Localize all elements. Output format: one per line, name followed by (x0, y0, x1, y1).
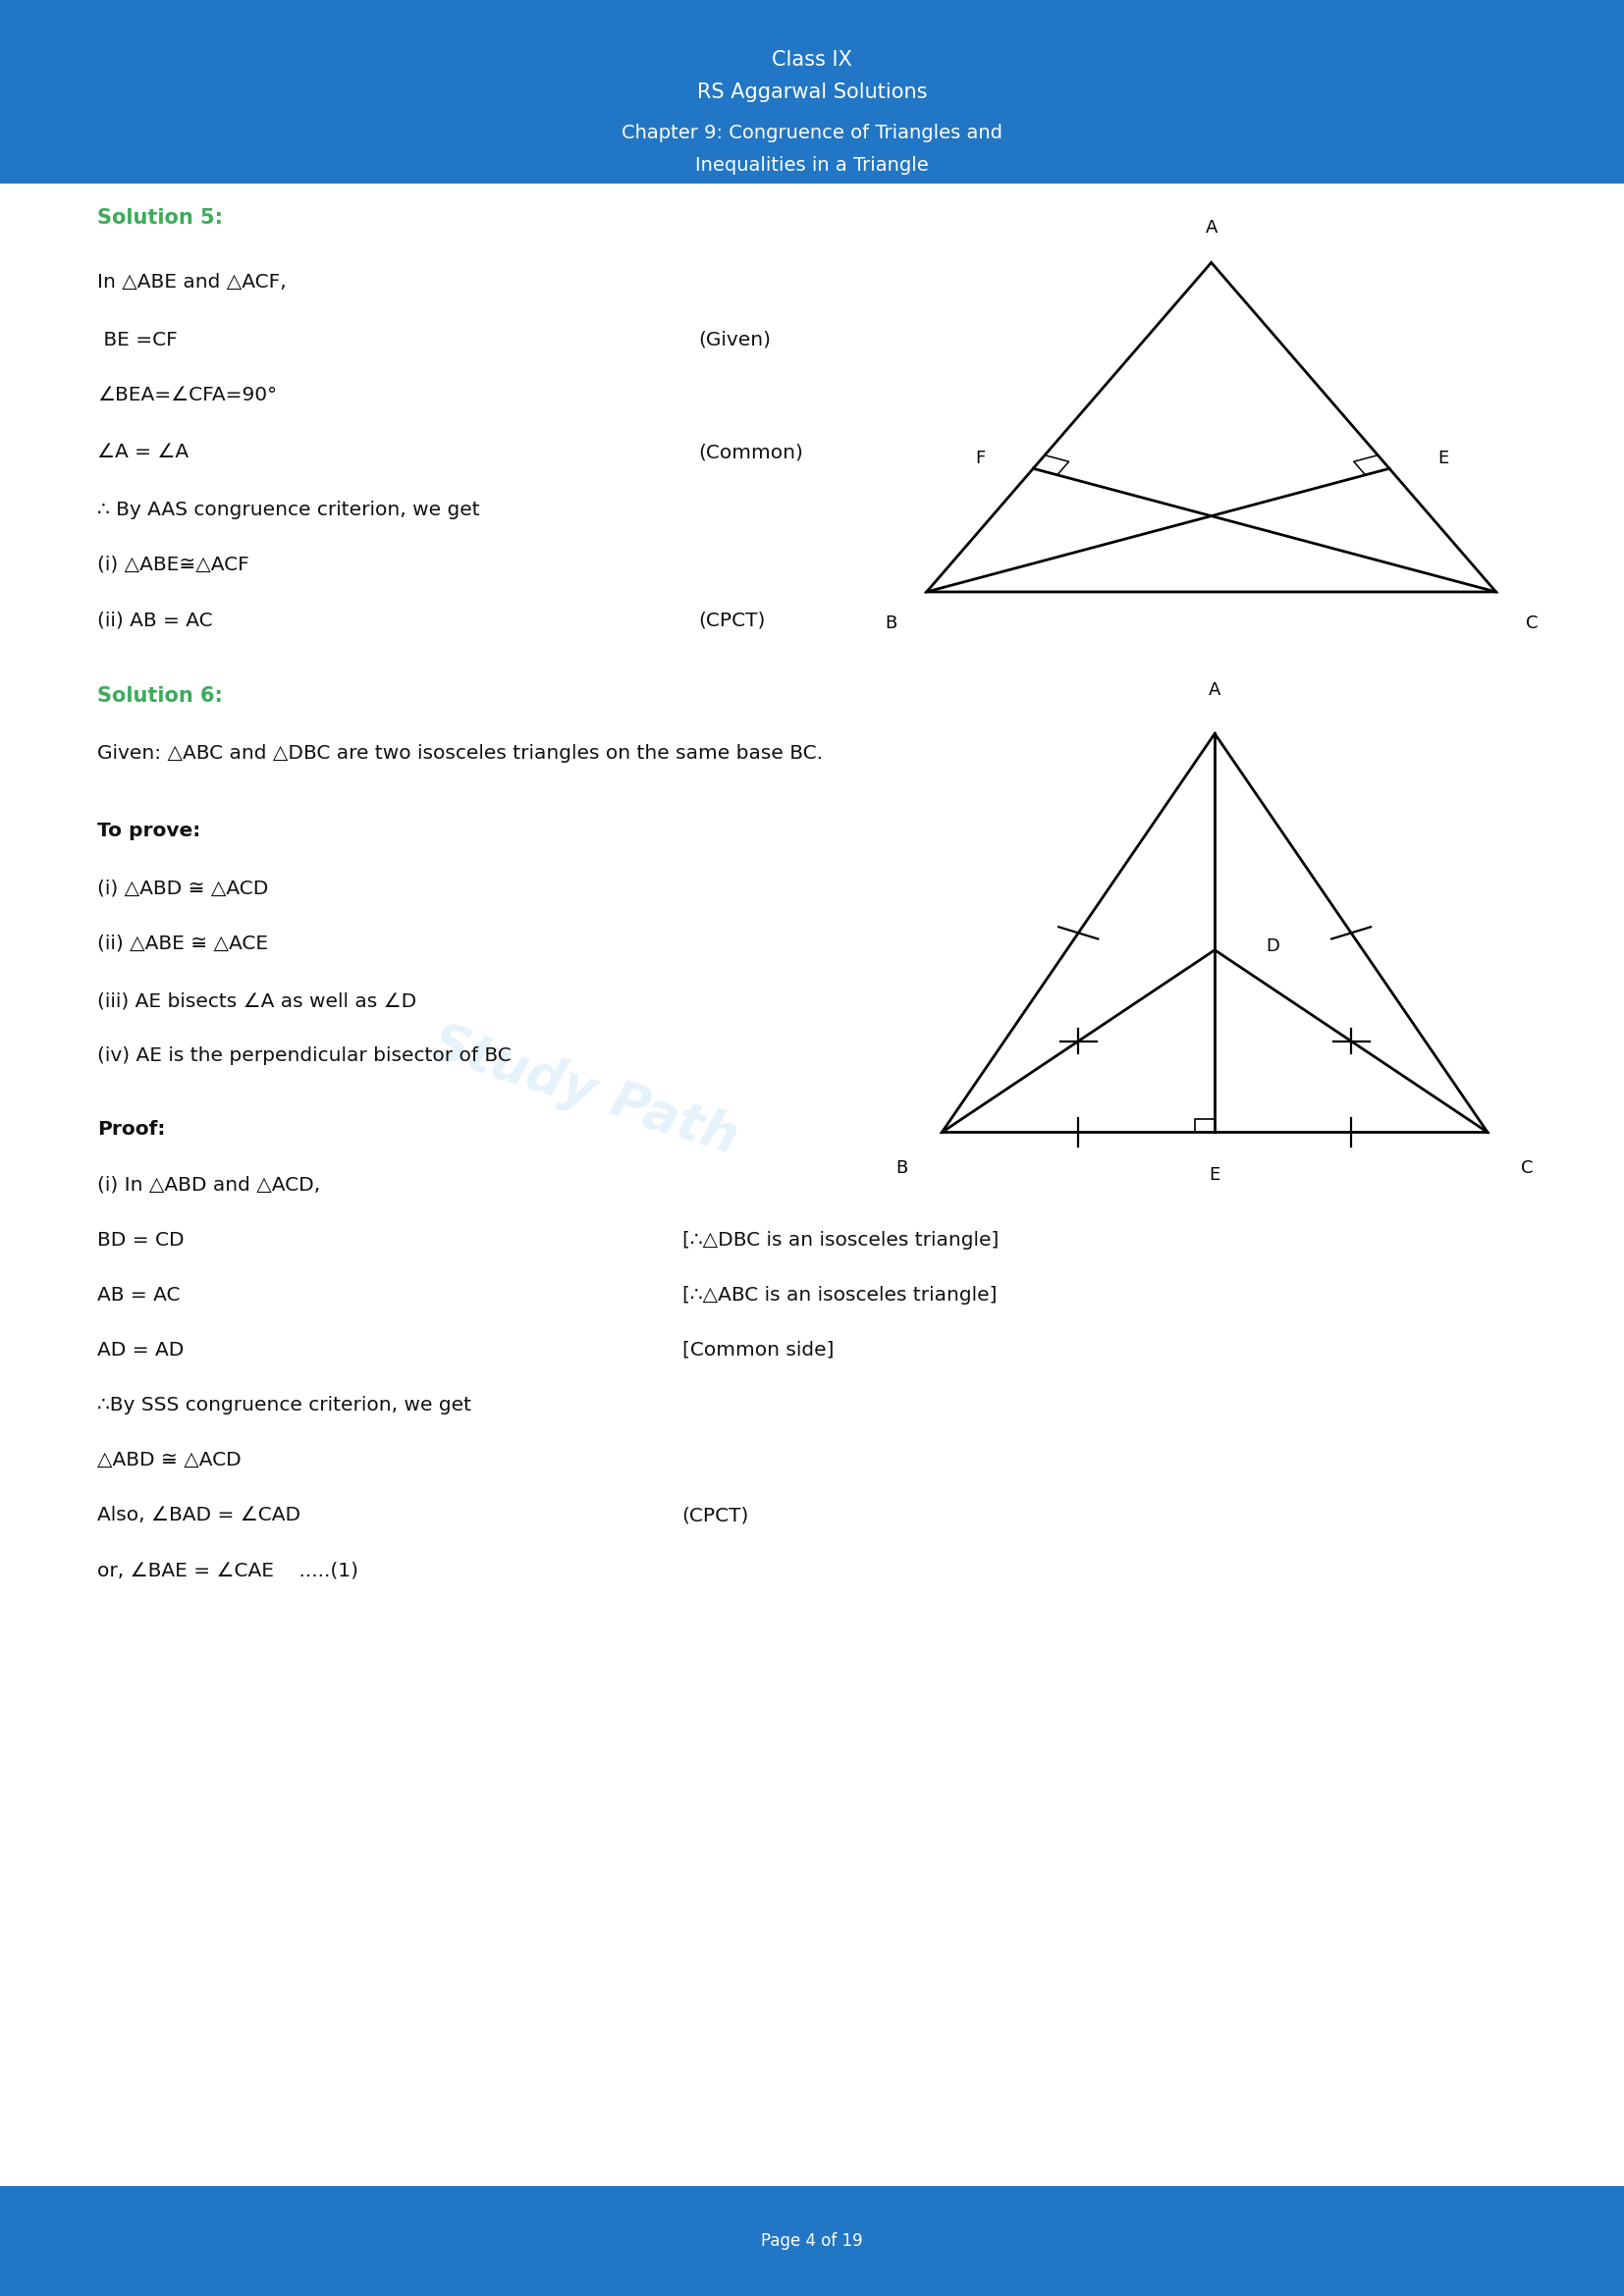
Text: (ii) △ABE ≅ △ACE: (ii) △ABE ≅ △ACE (97, 934, 268, 953)
Text: B: B (885, 615, 896, 634)
Text: D: D (1267, 937, 1280, 955)
Text: (i) △ABE≅△ACF: (i) △ABE≅△ACF (97, 556, 250, 574)
Text: Chapter 9: Congruence of Triangles and: Chapter 9: Congruence of Triangles and (622, 124, 1002, 142)
Text: (i) In △ABD and △ACD,: (i) In △ABD and △ACD, (97, 1176, 320, 1194)
Text: [∴△DBC is an isosceles triangle]: [∴△DBC is an isosceles triangle] (682, 1231, 999, 1249)
FancyBboxPatch shape (0, 2186, 1624, 2296)
Text: Solution 5:: Solution 5: (97, 209, 222, 227)
Text: (Given): (Given) (698, 331, 771, 349)
Text: (ii) AB = AC: (ii) AB = AC (97, 611, 213, 629)
Text: Inequalities in a Triangle: Inequalities in a Triangle (695, 156, 929, 174)
Text: (iii) AE bisects ∠A as well as ∠D: (iii) AE bisects ∠A as well as ∠D (97, 992, 417, 1010)
Text: ∠BEA=∠CFA=90°: ∠BEA=∠CFA=90° (97, 386, 278, 404)
Text: Page 4 of 19: Page 4 of 19 (762, 2232, 862, 2250)
Text: E: E (1210, 1166, 1220, 1185)
Text: Proof:: Proof: (97, 1120, 166, 1139)
Text: (CPCT): (CPCT) (698, 611, 765, 629)
Text: BD = CD: BD = CD (97, 1231, 185, 1249)
Text: A: A (1208, 682, 1221, 700)
Text: AD = AD: AD = AD (97, 1341, 184, 1359)
Text: B: B (896, 1159, 908, 1176)
Text: (iv) AE is the perpendicular bisector of BC: (iv) AE is the perpendicular bisector of… (97, 1047, 512, 1065)
Text: Class IX: Class IX (771, 51, 853, 69)
Text: (Common): (Common) (698, 443, 804, 461)
Text: [Common side]: [Common side] (682, 1341, 833, 1359)
Text: F: F (974, 450, 984, 468)
Text: AB = AC: AB = AC (97, 1286, 180, 1304)
Text: In △ABE and △ACF,: In △ABE and △ACF, (97, 273, 287, 292)
Text: E: E (1437, 450, 1449, 468)
Text: (CPCT): (CPCT) (682, 1506, 749, 1525)
Text: A: A (1205, 218, 1218, 236)
Text: RS Aggarwal Solutions: RS Aggarwal Solutions (697, 83, 927, 101)
Text: Study Path: Study Path (425, 1017, 744, 1164)
Text: or, ∠BAE = ∠CAE    .....(1): or, ∠BAE = ∠CAE .....(1) (97, 1561, 359, 1580)
Text: Solution 6:: Solution 6: (97, 687, 222, 705)
Text: BE =CF: BE =CF (97, 331, 177, 349)
Text: C: C (1522, 1159, 1533, 1176)
FancyBboxPatch shape (0, 0, 1624, 184)
Text: Given: △ABC and △DBC are two isosceles triangles on the same base BC.: Given: △ABC and △DBC are two isosceles t… (97, 744, 823, 762)
Text: △ABD ≅ △ACD: △ABD ≅ △ACD (97, 1451, 242, 1469)
Text: [∴△ABC is an isosceles triangle]: [∴△ABC is an isosceles triangle] (682, 1286, 997, 1304)
Text: ∴By SSS congruence criterion, we get: ∴By SSS congruence criterion, we get (97, 1396, 471, 1414)
Text: C: C (1525, 615, 1538, 634)
Text: ∴ By AAS congruence criterion, we get: ∴ By AAS congruence criterion, we get (97, 501, 481, 519)
Text: Also, ∠BAD = ∠CAD: Also, ∠BAD = ∠CAD (97, 1506, 300, 1525)
Text: To prove:: To prove: (97, 822, 201, 840)
Text: (i) △ABD ≅ △ACD: (i) △ABD ≅ △ACD (97, 879, 268, 898)
Text: ∠A = ∠A: ∠A = ∠A (97, 443, 188, 461)
